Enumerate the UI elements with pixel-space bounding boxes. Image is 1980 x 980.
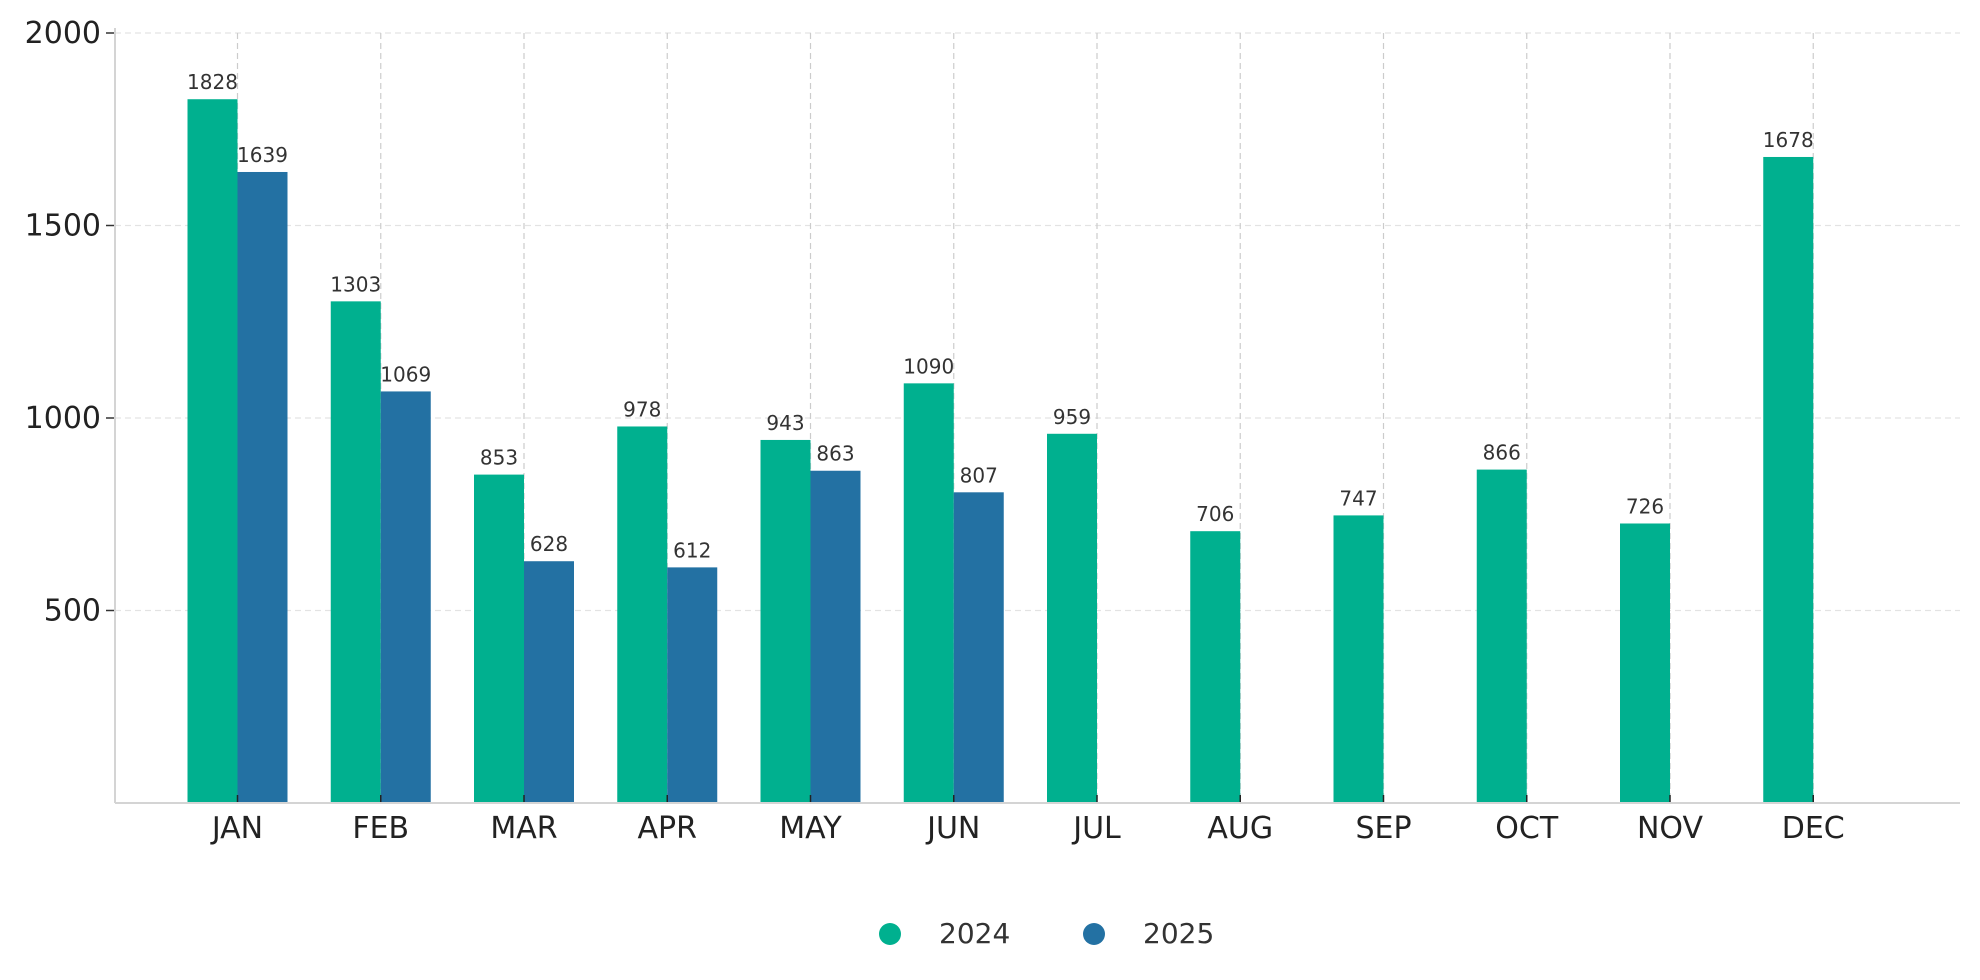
bar-2024-mar (474, 474, 524, 803)
bar-2024-sep (1333, 515, 1384, 803)
bar-2024-dec (1763, 156, 1814, 804)
y-tick-label: 2000 (25, 16, 101, 51)
x-tick-label-oct: OCT (1495, 811, 1559, 846)
bar-2025-feb (380, 391, 431, 803)
data-labels: 1828 1639 1303 1069 853 628 978 612 943 863 1090 80… (187, 70, 1814, 562)
y-tick-label: 500 (44, 594, 101, 629)
x-tick-label-apr: APR (638, 811, 697, 846)
bar-value-label: 853 (480, 446, 518, 470)
legend: 2024 2025 (879, 917, 1214, 950)
bar-2025-jan (237, 171, 288, 804)
x-tick-label-may: MAY (779, 811, 842, 846)
bar-2024-aug (1190, 531, 1241, 803)
x-tick-label-sep: SEP (1355, 811, 1411, 846)
legend-marker-2024 (879, 923, 901, 945)
bar-2024-apr (617, 426, 668, 803)
bar-2024-nov (1620, 523, 1670, 803)
bar-value-label: 863 (816, 442, 854, 466)
bar-2025-may (810, 470, 861, 803)
x-tick-label-feb: FEB (352, 811, 409, 846)
bar-2025-apr (667, 567, 718, 803)
bar-2024-may (760, 439, 811, 803)
bar-2025-mar (524, 561, 574, 803)
bar-value-label: 1639 (237, 143, 288, 167)
bar-value-label: 747 (1339, 486, 1377, 510)
bar-value-label: 866 (1483, 441, 1521, 465)
bar-value-label: 943 (766, 411, 804, 435)
x-tick-label-mar: MAR (490, 811, 557, 846)
axes: 500 1000 1500 2000 JAN FEB MAR APR MAY JUN JUL AUG S… (25, 16, 1960, 846)
bar-value-label: 1303 (330, 272, 381, 296)
bar-2024-feb (330, 301, 381, 803)
bar-value-label: 612 (673, 538, 711, 562)
bar-value-label: 959 (1053, 405, 1091, 429)
x-tick-label-jan: JAN (210, 811, 263, 846)
x-tick-label-dec: DEC (1782, 811, 1845, 846)
bar-2024-jul (1047, 433, 1097, 803)
bar-value-label: 1678 (1763, 128, 1814, 152)
bars (187, 99, 1814, 804)
bar-value-label: 1828 (187, 70, 238, 94)
x-tick-label-jul: JUL (1071, 811, 1121, 846)
bar-value-label: 807 (960, 463, 998, 487)
y-tick-label: 1000 (25, 401, 101, 436)
bar-value-label: 1069 (380, 362, 431, 386)
legend-label-2025: 2025 (1143, 917, 1214, 950)
bar-value-label: 628 (530, 532, 568, 556)
x-tick-label-aug: AUG (1207, 811, 1273, 846)
x-tick-label-nov: NOV (1637, 811, 1704, 846)
bar-2025-jun (953, 492, 1004, 803)
bar-2024-oct (1476, 469, 1527, 803)
bar-value-label: 706 (1196, 502, 1234, 526)
y-tick-label: 1500 (25, 209, 101, 244)
x-tick-label-jun: JUN (925, 811, 980, 846)
legend-label-2024: 2024 (939, 917, 1010, 950)
bar-value-label: 726 (1626, 494, 1664, 518)
bar-2024-jan (187, 99, 238, 804)
bar-value-label: 1090 (903, 354, 954, 378)
bar-value-label: 978 (623, 397, 661, 421)
bar-2024-jun (903, 383, 954, 803)
legend-marker-2025 (1083, 923, 1105, 945)
